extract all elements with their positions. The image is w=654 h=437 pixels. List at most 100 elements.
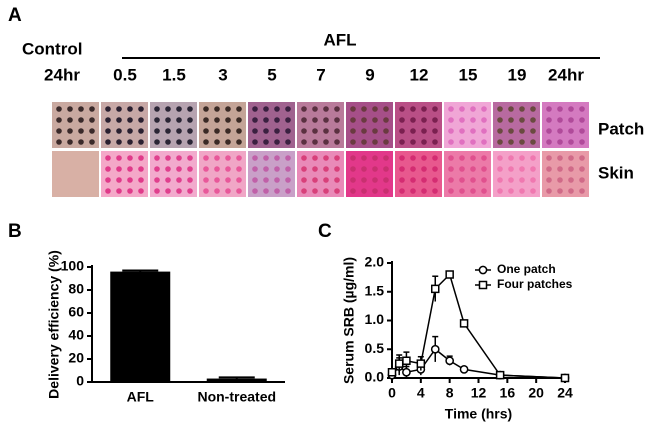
y-axis-label: Serum SRB (µg/ml) <box>341 257 357 384</box>
tile-dot <box>579 166 585 172</box>
tile-dot <box>225 139 231 145</box>
tile-dot <box>519 177 525 183</box>
tile-dot <box>530 188 536 194</box>
tile-dot <box>350 117 356 123</box>
tile-dot <box>263 155 269 161</box>
tile-dot <box>89 128 95 134</box>
tile-dot <box>481 177 487 183</box>
tile-dot <box>203 177 209 183</box>
y-tick-label: 2.0 <box>365 254 385 270</box>
tile-dot <box>263 117 269 123</box>
tile-dot <box>203 166 209 172</box>
tile-dot <box>56 188 62 194</box>
tile-dot <box>236 155 242 161</box>
tile-dot <box>557 106 563 112</box>
y-tick-label: 1.0 <box>365 311 385 327</box>
tile-dot <box>383 106 389 112</box>
tile-dot <box>165 155 171 161</box>
tile-dot <box>105 128 111 134</box>
tile-dot <box>579 188 585 194</box>
tile-dot <box>176 155 182 161</box>
tile-dot <box>285 166 291 172</box>
tile-dot <box>323 106 329 112</box>
tile-dot <box>225 188 231 194</box>
tile-dot <box>508 106 514 112</box>
tile-dot <box>568 188 574 194</box>
tile-dot <box>530 177 536 183</box>
tile-dot <box>203 117 209 123</box>
tile-dot <box>421 188 427 194</box>
tile-dot <box>154 188 160 194</box>
tile-dot <box>350 155 356 161</box>
tile-dot <box>252 106 258 112</box>
marker <box>402 356 411 365</box>
tile-dot <box>557 155 563 161</box>
tile-dot <box>165 128 171 134</box>
tile-dot <box>432 155 438 161</box>
tile-dot <box>579 106 585 112</box>
tile-dot <box>312 139 318 145</box>
tile-dot <box>176 106 182 112</box>
tile-dot <box>399 128 405 134</box>
tile-dot <box>519 139 525 145</box>
tile-dot <box>56 128 62 134</box>
marker <box>431 284 440 294</box>
y-tick-label: 0.5 <box>365 340 385 356</box>
tile-dot <box>497 128 503 134</box>
x-tick-label: 16 <box>500 385 516 401</box>
tile-dot <box>508 177 514 183</box>
tile-dot <box>372 155 378 161</box>
tile-dot <box>383 139 389 145</box>
tile-dot <box>301 106 307 112</box>
tile-dot <box>350 139 356 145</box>
tile-dot <box>372 128 378 134</box>
tile-dot <box>225 166 231 172</box>
tile-dot <box>350 128 356 134</box>
tile-dot <box>421 117 427 123</box>
tile-dot <box>459 155 465 161</box>
tile-dot <box>176 139 182 145</box>
marker <box>445 270 454 279</box>
tile-dot <box>530 117 536 123</box>
tile-dot <box>432 166 438 172</box>
tile-dot <box>187 139 193 145</box>
tile-dot <box>410 117 416 123</box>
tile-dot <box>470 155 476 161</box>
x-axis-label: Time (hrs) <box>445 406 512 422</box>
tile-dot <box>105 177 111 183</box>
tile-dot <box>432 139 438 145</box>
tile-dot <box>214 128 220 134</box>
tile-dot <box>165 188 171 194</box>
tile-dot <box>154 106 160 112</box>
panel-label: A <box>8 5 22 26</box>
tile-dot <box>334 155 340 161</box>
tile-dot <box>252 166 258 172</box>
tile-dot <box>263 139 269 145</box>
tile-dot <box>127 106 133 112</box>
time-label: 19 <box>508 65 527 84</box>
tile-dot <box>481 166 487 172</box>
tile-dot <box>519 188 525 194</box>
tile-dot <box>508 188 514 194</box>
tile-dot <box>459 166 465 172</box>
tile-dot <box>546 177 552 183</box>
tile-dot <box>530 155 536 161</box>
panel-label: C <box>318 221 332 242</box>
tile-dot <box>383 155 389 161</box>
tile-dot <box>105 106 111 112</box>
tile-dot <box>116 188 122 194</box>
tile-dot <box>383 117 389 123</box>
tile-dot <box>187 155 193 161</box>
tile-dot <box>274 128 280 134</box>
tile-dot <box>323 117 329 123</box>
y-tick-label: 80 <box>68 281 84 297</box>
tile-dot <box>568 106 574 112</box>
tile-dot <box>372 117 378 123</box>
tile-dot <box>410 128 416 134</box>
tile-dot <box>350 177 356 183</box>
group-label: AFL <box>323 30 356 49</box>
tile-dot <box>530 106 536 112</box>
y-tick-label: 60 <box>68 304 84 320</box>
tile-dot <box>497 106 503 112</box>
tile-dot <box>410 177 416 183</box>
